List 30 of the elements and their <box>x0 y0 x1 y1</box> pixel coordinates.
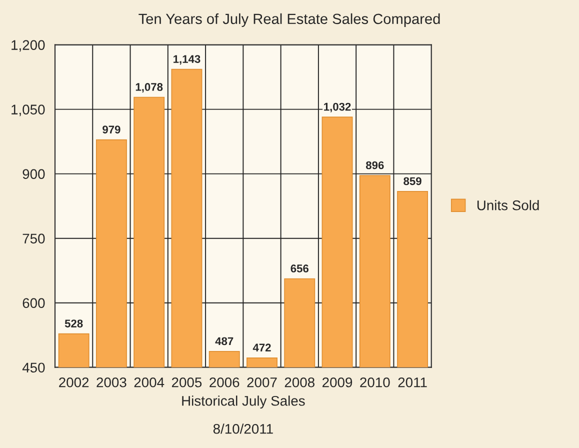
chart-title: Ten Years of July Real Estate Sales Compared <box>138 13 440 27</box>
x-tick-label: 2002 <box>59 377 89 388</box>
y-tick-label: 450 <box>22 362 45 373</box>
x-axis-title: Historical July Sales <box>182 396 305 409</box>
x-tick-label: 2003 <box>96 377 126 388</box>
text: 1,032 <box>324 102 351 112</box>
x-tick-label: 2010 <box>360 377 390 388</box>
text: 528 <box>64 320 83 328</box>
text: 1,078 <box>136 83 163 93</box>
x-tick-label: 2007 <box>247 377 277 388</box>
text: 979 <box>102 126 120 134</box>
x-tick-label: 2004 <box>134 377 164 388</box>
y-tick-label: 1,050 <box>12 104 45 116</box>
text: 859 <box>404 177 422 186</box>
text: 8/10/2011 <box>213 424 273 434</box>
text: 472 <box>252 344 271 352</box>
x-tick-label: 2005 <box>172 377 202 388</box>
x-tick-label: 2008 <box>284 377 314 388</box>
y-tick-label: 900 <box>22 169 45 179</box>
text: 1,143 <box>174 55 200 65</box>
text: 656 <box>290 264 308 272</box>
y-tick-label: 750 <box>22 234 45 244</box>
text: 487 <box>215 337 234 346</box>
x-tick-label: 2006 <box>210 377 240 388</box>
legend-label: Units Sold <box>477 200 539 210</box>
y-tick-label: 1,200 <box>12 40 45 52</box>
text: 896 <box>366 161 384 170</box>
x-tick-label: 2011 <box>398 377 427 388</box>
x-tick-label: 2009 <box>322 377 352 388</box>
y-tick-label: 600 <box>22 298 45 308</box>
